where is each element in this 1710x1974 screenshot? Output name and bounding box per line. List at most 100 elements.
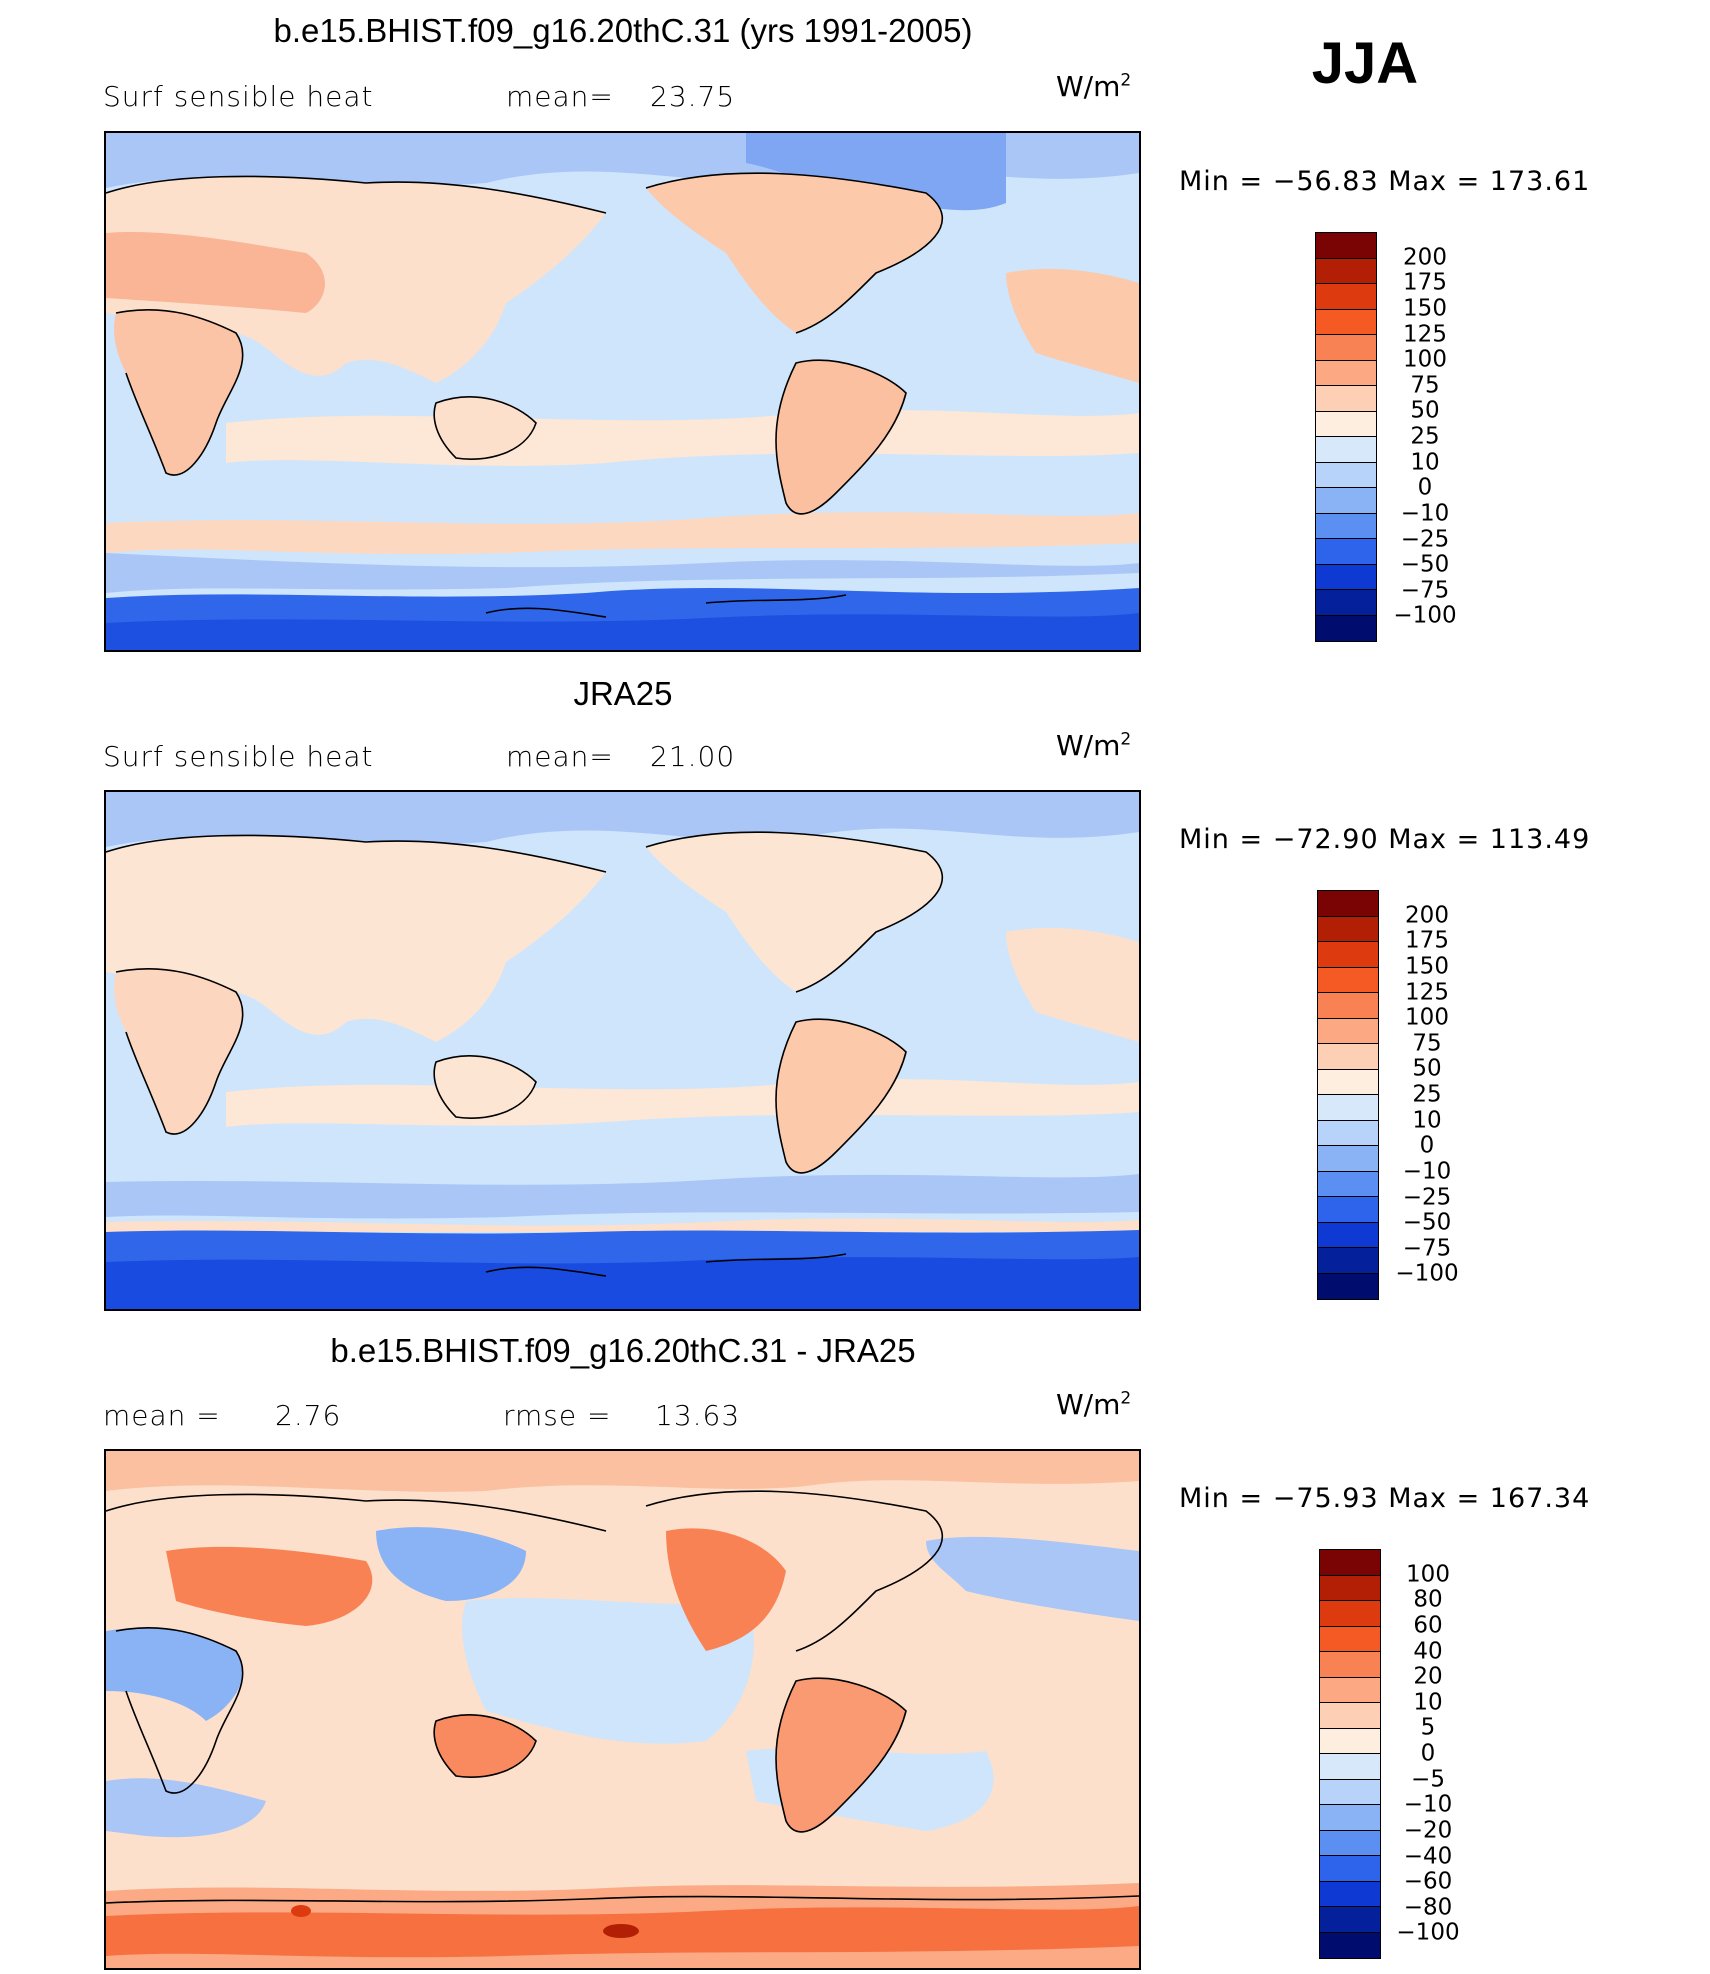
colorbar-tick-label: 25 xyxy=(1410,423,1440,450)
colorbar-tick-label: −10 xyxy=(1402,1158,1452,1185)
colorbar-tick-label: −75 xyxy=(1402,1235,1452,1262)
colorbar-swatch xyxy=(1318,1044,1378,1070)
colorbar-tick-label: −80 xyxy=(1403,1894,1453,1921)
colorbar-swatch xyxy=(1320,1728,1380,1754)
panel-3-mean-label: mean = xyxy=(103,1399,221,1432)
colorbar-swatch xyxy=(1320,1805,1380,1831)
colorbar-tick-label: 50 xyxy=(1410,397,1440,424)
colorbar-tick-label: −60 xyxy=(1403,1868,1453,1895)
colorbar-swatch xyxy=(1320,1677,1380,1703)
colorbar-tick-label: 100 xyxy=(1405,1004,1449,1031)
colorbar-swatch xyxy=(1320,1601,1380,1627)
colorbar-tick-label: −10 xyxy=(1400,500,1450,527)
colorbar-tick-label: 50 xyxy=(1412,1055,1442,1082)
colorbar-swatch xyxy=(1318,891,1378,917)
panel-1-variable-label: Surf sensible heat xyxy=(103,80,374,113)
colorbar-swatch xyxy=(1320,1779,1380,1805)
colorbar-swatch xyxy=(1316,437,1376,463)
panel-2-colorbar xyxy=(1317,890,1379,1300)
colorbar-tick-label: −75 xyxy=(1400,577,1450,604)
colorbar-swatch xyxy=(1320,1652,1380,1678)
colorbar-tick-label: 150 xyxy=(1405,953,1449,980)
colorbar-tick-label: 175 xyxy=(1403,269,1447,296)
colorbar-tick-label: 0 xyxy=(1417,474,1433,501)
panel-3-rmse-label: rmse = xyxy=(503,1399,612,1432)
colorbar-tick-label: 10 xyxy=(1413,1689,1443,1716)
colorbar-swatch xyxy=(1320,1550,1380,1576)
colorbar-swatch xyxy=(1316,309,1376,335)
colorbar-tick-label: 100 xyxy=(1403,346,1447,373)
panel-2-mean-value: 21.00 xyxy=(650,740,736,773)
colorbar-tick-label: 0 xyxy=(1419,1132,1435,1159)
colorbar-tick-label: 75 xyxy=(1410,372,1440,399)
colorbar-swatch xyxy=(1316,284,1376,310)
colorbar-swatch xyxy=(1316,590,1376,616)
colorbar-swatch xyxy=(1318,1018,1378,1044)
panel-2-map-graphic xyxy=(106,792,1139,1309)
colorbar-tick-label: −25 xyxy=(1400,526,1450,552)
colorbar-swatch xyxy=(1318,1222,1378,1248)
colorbar-swatch xyxy=(1320,1932,1380,1958)
colorbar-tick-label: −5 xyxy=(1411,1766,1445,1793)
colorbar-swatch xyxy=(1318,1120,1378,1146)
colorbar-swatch xyxy=(1320,1754,1380,1780)
colorbar-tick-label: 25 xyxy=(1412,1081,1442,1108)
panel-1-colorbar xyxy=(1315,232,1377,642)
colorbar-swatch xyxy=(1316,411,1376,437)
colorbar-tick-label: 60 xyxy=(1413,1612,1443,1639)
colorbar-swatch xyxy=(1316,615,1376,641)
colorbar-tick-label: 75 xyxy=(1412,1030,1442,1057)
panel-3-minmax: Min = −75.93 Max = 167.34 xyxy=(1179,1483,1591,1514)
panel-1-mean-label: mean= xyxy=(506,80,614,113)
panel-2-minmax: Min = −72.90 Max = 113.49 xyxy=(1179,824,1591,855)
colorbar-tick-label: −50 xyxy=(1402,1209,1452,1236)
colorbar-swatch xyxy=(1316,386,1376,412)
colorbar-swatch xyxy=(1318,1197,1378,1223)
colorbar-swatch xyxy=(1318,916,1378,942)
colorbar-tick-label: −50 xyxy=(1400,551,1450,578)
panel-1-minmax: Min = −56.83 Max = 173.61 xyxy=(1179,166,1591,197)
colorbar-swatch xyxy=(1318,1069,1378,1095)
colorbar-swatch xyxy=(1320,1575,1380,1601)
colorbar-tick-label: −100 xyxy=(1393,602,1457,629)
panel-1-units: W/m2 xyxy=(1056,70,1132,103)
colorbar-tick-label: 100 xyxy=(1406,1561,1450,1588)
colorbar-tick-label: 40 xyxy=(1413,1638,1443,1664)
colorbar-swatch xyxy=(1318,1273,1378,1299)
colorbar-tick-label: −10 xyxy=(1403,1791,1453,1818)
panel-3-mean-value: 2.76 xyxy=(275,1399,342,1432)
colorbar-tick-label: 10 xyxy=(1410,449,1440,476)
colorbar-swatch xyxy=(1316,462,1376,488)
panel-3-map xyxy=(104,1449,1141,1970)
colorbar-swatch xyxy=(1318,967,1378,993)
panel-1-map xyxy=(104,131,1141,652)
colorbar-tick-label: 5 xyxy=(1420,1714,1436,1741)
panel-2-title: JRA25 xyxy=(573,675,673,712)
colorbar-tick-label: 200 xyxy=(1405,902,1449,929)
panel-2-units: W/m2 xyxy=(1056,729,1132,762)
panel-2-mean-label: mean= xyxy=(506,740,614,773)
panel-2-variable-label: Surf sensible heat xyxy=(103,740,374,773)
panel-3-colorbar xyxy=(1319,1549,1381,1959)
colorbar-swatch xyxy=(1320,1830,1380,1856)
panel-1-map-graphic xyxy=(106,133,1139,650)
colorbar-swatch xyxy=(1316,539,1376,565)
panel-1-mean-value: 23.75 xyxy=(650,80,736,113)
panel-3-units: W/m2 xyxy=(1056,1388,1132,1421)
colorbar-tick-label: −100 xyxy=(1395,1260,1459,1287)
colorbar-swatch xyxy=(1318,1248,1378,1274)
colorbar-tick-label: 10 xyxy=(1412,1107,1442,1134)
colorbar-swatch xyxy=(1316,564,1376,590)
colorbar-swatch xyxy=(1316,258,1376,284)
colorbar-swatch xyxy=(1320,1907,1380,1933)
colorbar-swatch xyxy=(1316,360,1376,386)
colorbar-tick-label: 200 xyxy=(1403,244,1447,271)
colorbar-swatch xyxy=(1316,335,1376,361)
panel-3-rmse-value: 13.63 xyxy=(655,1399,741,1432)
colorbar-swatch xyxy=(1318,1095,1378,1121)
colorbar-swatch xyxy=(1320,1626,1380,1652)
colorbar-tick-label: 125 xyxy=(1405,979,1449,1005)
colorbar-tick-label: 0 xyxy=(1420,1740,1436,1767)
colorbar-tick-label: −25 xyxy=(1402,1184,1452,1210)
panel-3-title: b.e15.BHIST.f09_g16.20thC.31 - JRA25 xyxy=(330,1332,916,1369)
